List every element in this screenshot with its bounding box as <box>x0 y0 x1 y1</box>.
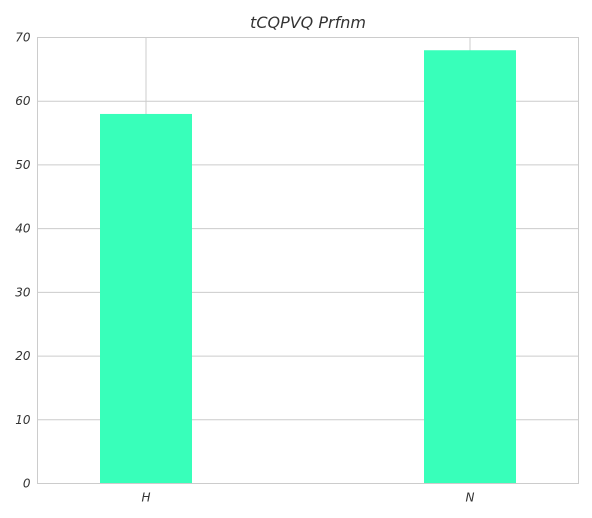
y-tick-label: 20 <box>15 349 31 363</box>
y-tick-label: 50 <box>15 158 31 172</box>
chart-title: tCQPVQ Prfnm <box>250 13 366 32</box>
y-tick-label: 70 <box>15 31 31 45</box>
bars-layer <box>100 50 516 484</box>
plot-frame <box>37 37 579 484</box>
y-axis: 0 10 20 30 40 50 60 70 <box>15 31 31 491</box>
bar-N <box>424 50 516 484</box>
x-tick-label: H <box>141 491 150 505</box>
y-tick-label: 10 <box>15 413 31 427</box>
y-tick-label: 40 <box>15 222 31 236</box>
bar-H <box>100 113 192 484</box>
y-tick-label: 0 <box>23 477 31 491</box>
y-tick-label: 60 <box>15 94 31 108</box>
x-tick-label: N <box>466 491 475 505</box>
y-tick-label: 30 <box>15 285 31 299</box>
